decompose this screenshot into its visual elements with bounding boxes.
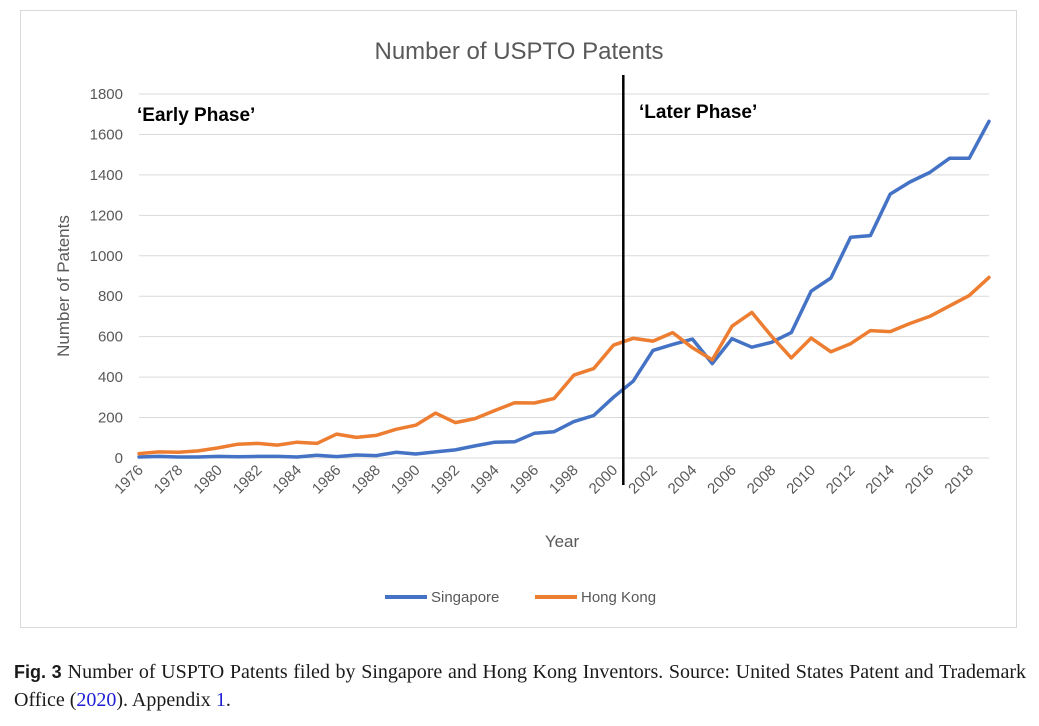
x-tick-label: 2000 xyxy=(586,462,622,498)
chart-title: Number of USPTO Patents xyxy=(374,38,663,65)
legend-label-singapore: Singapore xyxy=(431,589,499,606)
x-axis-ticks: 1976 1978 1980 1982 1984 1986 1988 1990 1992 1994… xyxy=(111,462,977,498)
early-phase-label: ‘Early Phase’ xyxy=(137,105,255,126)
x-tick-label: 1990 xyxy=(388,462,424,498)
y-tick-label: 0 xyxy=(115,450,123,467)
x-tick-label: 2010 xyxy=(783,462,819,498)
caption-text-middle: ). Appendix xyxy=(116,689,216,711)
caption-label: Fig. 3 xyxy=(14,662,62,682)
figure-frame: Number of USPTO Patents 0 200 400 600 800 100… xyxy=(20,10,1017,628)
later-phase-label: ‘Later Phase’ xyxy=(639,102,757,123)
citation-link[interactable]: 2020 xyxy=(76,689,117,711)
x-tick-label: 2012 xyxy=(823,462,859,498)
gridlines xyxy=(139,93,989,459)
x-tick-label: 1988 xyxy=(348,462,384,498)
y-axis-title: Number of Patents xyxy=(54,215,73,357)
y-tick-label: 1600 xyxy=(90,126,123,143)
y-tick-label: 1400 xyxy=(90,167,123,184)
x-tick-label: 2014 xyxy=(862,462,898,498)
y-tick-label: 1000 xyxy=(90,248,123,265)
legend-label-hong-kong: Hong Kong xyxy=(581,589,656,606)
y-tick-label: 1800 xyxy=(90,86,123,103)
caption-text-end: . xyxy=(225,689,231,711)
series-line-hong-kong xyxy=(137,275,991,456)
x-tick-label: 1996 xyxy=(507,462,543,498)
x-tick-label: 1994 xyxy=(467,462,503,498)
figure-caption: Fig. 3 Number of USPTO Patents filed by S… xyxy=(14,658,1026,714)
x-tick-label: 1984 xyxy=(269,462,305,498)
y-tick-label: 800 xyxy=(98,288,123,305)
series-lines xyxy=(137,119,991,459)
x-axis-title: Year xyxy=(545,532,580,551)
y-tick-label: 600 xyxy=(98,329,123,346)
x-tick-label: 1998 xyxy=(546,462,582,498)
x-tick-label: 1986 xyxy=(309,462,345,498)
y-tick-label: 400 xyxy=(98,369,123,386)
x-tick-label: 2008 xyxy=(744,462,780,498)
x-tick-label: 2006 xyxy=(704,462,740,498)
series-line-singapore xyxy=(137,119,991,459)
y-tick-label: 1200 xyxy=(90,207,123,224)
appendix-link[interactable]: 1 xyxy=(215,689,226,711)
x-tick-label: 2016 xyxy=(902,462,938,498)
line-chart: Number of USPTO Patents 0 200 400 600 800 100… xyxy=(54,38,991,606)
y-axis-ticks: 0 200 400 600 800 1000 1200 1400 1600 1800 xyxy=(90,86,123,467)
x-tick-label: 1992 xyxy=(427,462,463,498)
legend: Singapore Hong Kong xyxy=(385,589,656,606)
caption-text: Number of USPTO Patents filed by Singapo… xyxy=(14,661,1026,711)
x-tick-label: 1980 xyxy=(190,462,226,498)
x-tick-label: 2018 xyxy=(941,462,977,498)
x-tick-label: 1982 xyxy=(230,462,266,498)
x-tick-label: 1976 xyxy=(111,462,147,498)
y-tick-label: 200 xyxy=(98,410,123,427)
x-tick-label: 2004 xyxy=(665,462,701,498)
x-tick-label: 1978 xyxy=(151,462,187,498)
x-tick-label: 2002 xyxy=(625,462,661,498)
